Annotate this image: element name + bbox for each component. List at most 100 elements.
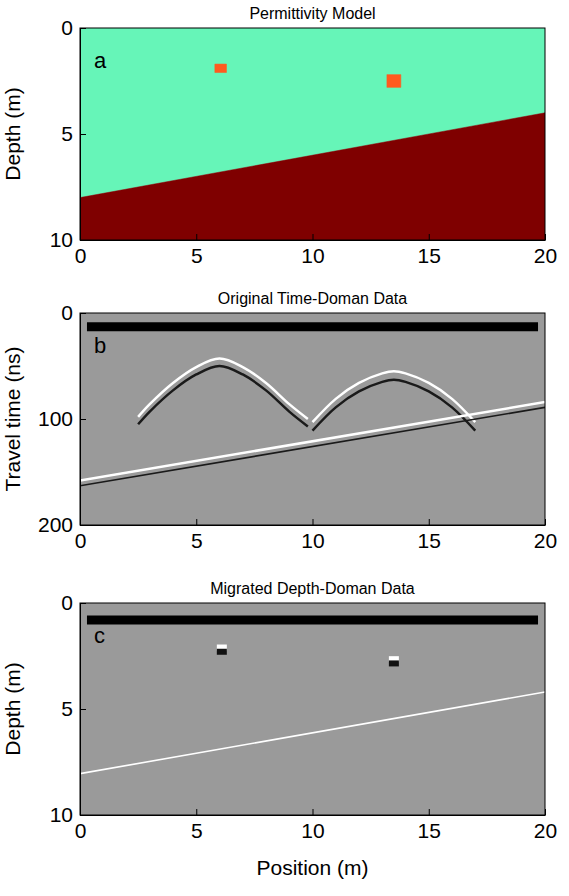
reflection-line <box>138 366 308 426</box>
reflection-line <box>87 322 538 331</box>
tick: 5 <box>61 122 86 145</box>
tick: 15 <box>418 519 441 552</box>
tick-label: 10 <box>50 228 73 251</box>
plot-frame <box>80 28 545 240</box>
tick-label: 0 <box>61 16 73 39</box>
x-axis: 05101520 <box>75 809 558 842</box>
image-background <box>80 603 545 815</box>
title: Original Time-Doman Data <box>218 290 408 307</box>
tick-mark <box>545 234 546 240</box>
tick-label: 10 <box>50 803 73 826</box>
tick-mark <box>80 815 86 816</box>
panel-2: 051015200510Migrated Depth-Doman DatacDe… <box>1 580 557 879</box>
tick: 10 <box>301 234 324 267</box>
tick-mark <box>80 28 86 29</box>
tick-label: 100 <box>38 407 73 430</box>
tick-label: 200 <box>38 513 73 536</box>
tick-mark <box>313 519 314 525</box>
tick: 100 <box>38 407 86 430</box>
tick-mark <box>196 809 197 815</box>
y-axis-title: Depth (m) <box>1 662 24 755</box>
x-axis: 0 5 10 15 20 <box>75 519 558 552</box>
y-axis-title: Depth (m) <box>1 87 24 180</box>
tick-mark <box>80 709 86 710</box>
tick-mark <box>80 313 86 314</box>
title: Migrated Depth-Doman Data <box>210 580 415 597</box>
tick-mark <box>80 134 86 135</box>
tick: 200 <box>38 513 86 536</box>
axis-line <box>81 815 546 816</box>
plot-frame <box>80 313 545 525</box>
tick: 10 <box>301 809 324 842</box>
region <box>215 64 227 72</box>
tick-label: 10 <box>301 529 324 552</box>
tick-label: 20 <box>534 244 557 267</box>
tick-label: 20 <box>534 529 557 552</box>
tick: 0 <box>61 16 86 39</box>
tick-mark <box>545 809 546 815</box>
tick-mark <box>429 234 430 240</box>
tick: 5 <box>191 519 203 552</box>
tick: 15 <box>418 234 441 267</box>
panel-letter: c <box>94 623 105 648</box>
tick-mark <box>196 519 197 525</box>
title: Permittivity Model <box>249 5 375 22</box>
tick-label: 5 <box>191 529 203 552</box>
axis-line <box>81 240 546 241</box>
tick: 10 <box>301 519 324 552</box>
tick-mark <box>80 240 86 241</box>
reflection-line <box>80 692 545 774</box>
panel-letter: b <box>94 333 106 358</box>
tick-label: 5 <box>191 819 203 842</box>
reflection-line <box>87 615 538 624</box>
tick-mark <box>80 419 86 420</box>
tick-label: 0 <box>75 529 87 552</box>
tick-mark <box>196 234 197 240</box>
y-axis-title: Travel time (ns) <box>1 346 24 491</box>
tick: 5 <box>191 234 203 267</box>
tick-label: 0 <box>61 591 73 614</box>
plot-area <box>80 313 545 525</box>
tick-mark <box>429 809 430 815</box>
panel-0: 0 5 10 15 20 0 5 10 Permittivity Model a Depth (m) <box>1 5 557 267</box>
panel-1: 051015200100200Original Time-Doman Datab… <box>1 290 557 552</box>
tick-label: 5 <box>191 244 203 267</box>
x-axis: 0 5 10 15 20 <box>75 234 558 267</box>
y-axis: 0 5 10 <box>50 16 86 251</box>
plot-area <box>80 28 545 240</box>
image-background <box>80 313 545 525</box>
tick-mark <box>313 234 314 240</box>
tick: 0 <box>61 301 86 324</box>
tick-label: 5 <box>61 122 73 145</box>
y-axis: 0510 <box>50 591 86 826</box>
tick: 10 <box>50 228 86 251</box>
tick: 15 <box>418 809 441 842</box>
axis-line <box>81 525 546 526</box>
tick-label: 15 <box>418 244 441 267</box>
tick-label: 20 <box>534 819 557 842</box>
tick-mark <box>80 603 86 604</box>
plot-frame <box>80 603 545 815</box>
tick: 5 <box>191 809 203 842</box>
tick: 20 <box>534 234 557 267</box>
x-axis-title: Position (m) <box>256 856 368 879</box>
reflection-line <box>80 407 545 485</box>
reflection-line <box>138 359 308 419</box>
y-axis: 0 100 200 <box>38 301 86 536</box>
tick-mark <box>80 525 86 526</box>
tick-label: 0 <box>75 244 87 267</box>
plot-area <box>80 603 545 815</box>
tick-mark <box>313 809 314 815</box>
figure: 051015200510Permittivity ModelaDepth (m)… <box>0 0 569 896</box>
reflection-line <box>80 402 545 480</box>
tick: 10 <box>50 803 86 826</box>
point <box>389 660 399 666</box>
tick: 20 <box>534 519 557 552</box>
tick-label: 10 <box>301 244 324 267</box>
panel-letter: a <box>94 48 107 73</box>
region <box>80 113 545 240</box>
tick: 20 <box>534 809 557 842</box>
tick-mark <box>429 519 430 525</box>
tick: 0 <box>61 591 86 614</box>
tick-label: 15 <box>418 529 441 552</box>
